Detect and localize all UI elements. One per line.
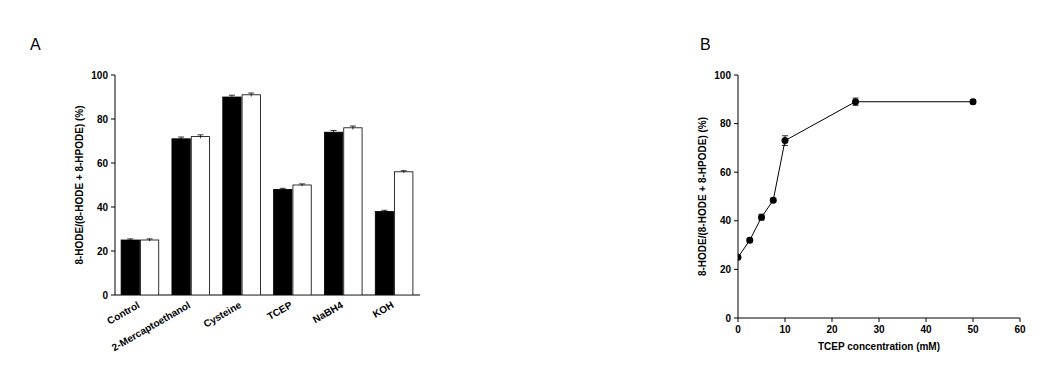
x-tick [973, 318, 974, 322]
marker [758, 214, 765, 221]
marks [738, 98, 977, 261]
error-bar [127, 239, 133, 241]
error-bar [248, 93, 254, 97]
panel-0: A 0 20 40 60 80 100 8-HODE/(8-HODE + 8-HPODE) (… [30, 36, 420, 353]
x-tick-label: Cysteine [201, 299, 243, 330]
y-tick-label: 60 [720, 167, 732, 178]
x-tick-label: 20 [826, 324, 838, 335]
y-tick [111, 251, 115, 252]
y-tick [734, 220, 738, 221]
bar [242, 95, 260, 295]
bar [274, 189, 292, 295]
error-bar [401, 171, 407, 173]
x-tick-label: 60 [1014, 324, 1026, 335]
y-tick-label: 40 [720, 215, 732, 226]
y-tick [111, 295, 115, 296]
bar [344, 128, 362, 295]
error-bar [350, 126, 356, 130]
x-tick-label: KOH [371, 299, 396, 320]
error-bar [759, 214, 765, 220]
marker [852, 98, 859, 105]
bar [375, 211, 393, 295]
marks [121, 95, 413, 295]
y-tick [111, 75, 115, 76]
x-tick-label: NaBH4 [311, 299, 345, 325]
y-tick-label: 20 [97, 246, 109, 257]
y-tick-label: 20 [720, 264, 732, 275]
bar [293, 185, 311, 295]
error-bar [178, 137, 184, 141]
y-tick [734, 318, 738, 319]
y-tick-label: 0 [725, 313, 731, 324]
y-tick [111, 207, 115, 208]
x-tick-label: Control [105, 299, 141, 326]
bar [121, 240, 139, 295]
bar [191, 137, 209, 295]
y-tick [734, 123, 738, 124]
x-tick [926, 318, 927, 322]
marker [970, 98, 977, 105]
y-tick [734, 269, 738, 270]
panel-label: B [700, 36, 711, 53]
y-tick [734, 172, 738, 173]
figure: A0204060801008-HODE/(8-HODE + 8-HPODE) (… [0, 0, 1057, 369]
x-tick-label: 2-Mercaptoethanol [110, 299, 193, 353]
bar [140, 240, 158, 295]
y-tick [734, 75, 738, 76]
marker [770, 197, 777, 204]
y-tick-label: 100 [91, 70, 108, 81]
panel-1: B0204060801008-HODE/(8-HODE + 8-HPODE) (… [697, 36, 1026, 352]
error-bar [782, 136, 788, 146]
bar [172, 139, 190, 295]
x-tick-label: 40 [920, 324, 932, 335]
y-axis-label: 8-HODE/(8-HODE + 8-HPODE) (%) [697, 117, 708, 276]
x-tick [1020, 318, 1021, 322]
line [738, 102, 973, 258]
marker [746, 237, 753, 244]
bar [395, 172, 413, 295]
y-tick-label: 80 [97, 114, 109, 125]
x-axis [115, 295, 420, 296]
x-axis-label: TCEP concentration (mM) [818, 341, 940, 352]
y-axis [115, 75, 116, 295]
error-bar [147, 239, 153, 241]
x-tick-label: 50 [967, 324, 979, 335]
x-tick-label: 0 [735, 324, 741, 335]
error-bar [229, 95, 235, 99]
x-tick [832, 318, 833, 322]
error-bar [381, 210, 387, 212]
x-tick-label: 30 [873, 324, 885, 335]
panel-label: A [30, 36, 41, 53]
error-bar [197, 135, 203, 139]
y-axis-label: 8-HODE/(8-HODE + 8-HPODE) (%) [74, 105, 85, 264]
error-bar [280, 188, 286, 190]
y-tick-label: 40 [97, 202, 109, 213]
marker [782, 137, 789, 144]
x-tick [785, 318, 786, 322]
error-bar [299, 184, 305, 186]
y-tick [111, 163, 115, 164]
x-tick [738, 318, 739, 322]
x-tick [879, 318, 880, 322]
x-tick-label: 10 [779, 324, 791, 335]
error-bar [331, 130, 337, 134]
y-tick-label: 80 [720, 118, 732, 129]
y-tick-label: 60 [97, 158, 109, 169]
marker [738, 254, 742, 261]
y-axis [738, 75, 739, 318]
bar [223, 97, 241, 295]
y-tick-label: 100 [714, 70, 731, 81]
x-tick-label: TCEP [265, 299, 294, 322]
y-tick [111, 119, 115, 120]
y-tick-label: 0 [102, 290, 108, 301]
bar [324, 132, 342, 295]
error-bar [853, 98, 859, 105]
